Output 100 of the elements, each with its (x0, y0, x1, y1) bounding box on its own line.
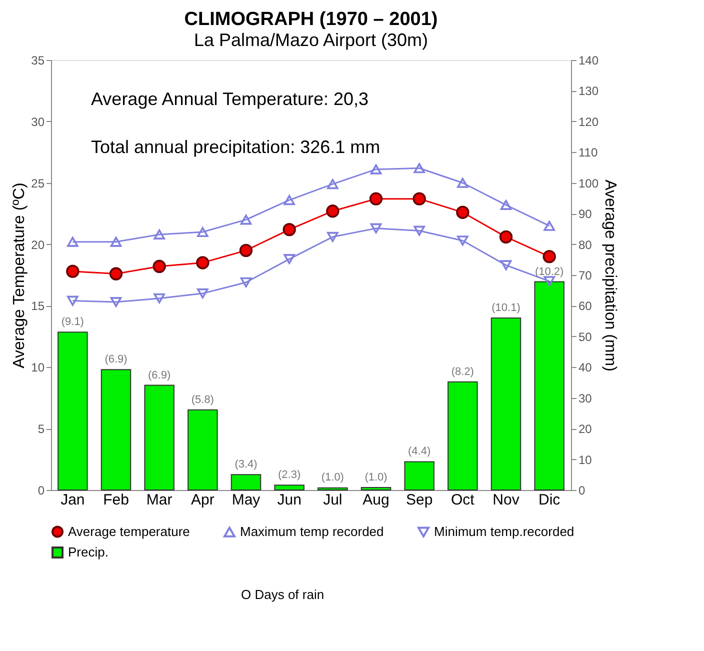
y2-tick-label: 130 (578, 84, 599, 98)
annotation: (5.8) (191, 394, 214, 406)
x-tick-label: Sep (406, 492, 433, 508)
point (154, 293, 165, 304)
point (370, 164, 382, 174)
y2-tick-label: 50 (578, 330, 592, 344)
bar (534, 281, 564, 490)
y2-tick-label: 140 (578, 54, 599, 68)
y2-tick-label: 60 (578, 299, 592, 314)
point (500, 200, 512, 210)
x-tick-label: Oct (450, 492, 476, 508)
point (67, 236, 78, 247)
annotation: (6.9) (148, 370, 171, 382)
x-tick-label: Jul (323, 492, 342, 508)
bar (100, 369, 132, 490)
y-tick-label: 25 (31, 176, 45, 190)
annotation: (9.1) (61, 316, 84, 328)
bar (360, 487, 392, 490)
annotation: (8.2) (451, 366, 474, 378)
y-tick-label: 0 (38, 484, 45, 498)
bar (274, 484, 304, 490)
bar (448, 381, 478, 490)
annotation: (10.1) (492, 302, 520, 314)
point (110, 236, 122, 247)
y2-tick-label: 120 (578, 114, 599, 129)
point (326, 204, 340, 218)
point (109, 267, 123, 280)
point (544, 220, 555, 231)
annotation: (10.2) (534, 266, 564, 278)
y-tick-label: 15 (31, 299, 45, 314)
bar (490, 318, 522, 490)
point (282, 222, 296, 236)
y2-tick-label: 70 (578, 268, 592, 282)
point (197, 288, 208, 298)
y2-tick-label: 30 (578, 391, 592, 406)
y2-axis-title: Average precipitation (mm) (602, 180, 619, 372)
x-tick-label: Apr (190, 492, 214, 508)
y2-tick-label: 90 (578, 207, 592, 222)
y2-tick-label: 80 (578, 238, 592, 252)
point (67, 296, 78, 306)
point (457, 178, 468, 188)
point (154, 229, 165, 240)
x-tick-label: Dic (538, 492, 561, 508)
y-tick-label: 35 (31, 54, 45, 68)
point (369, 192, 383, 206)
y2-tick-label: 20 (578, 422, 592, 436)
point (412, 192, 426, 206)
y-tick-label: 10 (31, 360, 45, 375)
x-tick-label: Jun (277, 492, 302, 508)
point (499, 230, 513, 244)
point (457, 236, 468, 246)
x-tick-label: Feb (103, 492, 129, 508)
y2-tick-label: 110 (578, 146, 598, 160)
point (327, 232, 338, 242)
point (542, 250, 556, 264)
point (152, 260, 166, 273)
point (414, 163, 425, 174)
bar (230, 474, 262, 490)
legend-label: Maximum temp recorded (240, 524, 384, 540)
x-tick-label: Nov (492, 492, 520, 508)
point (414, 226, 425, 236)
point (197, 226, 208, 238)
point (500, 260, 512, 270)
point (370, 223, 382, 234)
y2-tick-label: 0 (578, 484, 586, 498)
text: O Days of rain (241, 587, 324, 602)
point (110, 297, 122, 308)
y2-tick-label: 10 (578, 452, 592, 467)
y-tick-label: 30 (31, 114, 45, 129)
legend-label: Minimum temp.recorded (434, 524, 574, 540)
bar (188, 409, 218, 490)
point (284, 195, 295, 206)
y2-tick-label: 100 (578, 176, 599, 190)
annotation: (2.3) (278, 469, 301, 482)
point (327, 179, 338, 190)
y-tick-label: 5 (38, 422, 45, 436)
annotation: Average Annual Temperature: 20,3 (91, 89, 369, 109)
chart-title: CLIMOGRAPH (1970 – 2001) (184, 9, 438, 30)
point (240, 214, 252, 225)
bar (144, 384, 174, 490)
bar (404, 461, 434, 490)
legend-label: Precip. (68, 544, 108, 560)
point (239, 244, 253, 258)
point (66, 264, 80, 278)
x-tick-label: May (232, 492, 261, 508)
annotation: (1.0) (321, 472, 344, 484)
point (196, 256, 210, 270)
annotation: (6.9) (104, 354, 128, 366)
point (284, 254, 295, 264)
chart-subtitle: La Palma/Mazo Airport (30m) (194, 30, 428, 50)
annotation: (1.0) (364, 472, 388, 484)
annotation: (3.4) (234, 458, 258, 471)
x-tick-label: Aug (362, 492, 390, 508)
y2-tick-label: 40 (578, 360, 592, 375)
y-tick-label: 20 (31, 238, 45, 252)
legend-label: Average temperature (68, 524, 190, 539)
x-tick-label: Mar (146, 492, 172, 508)
bar (58, 332, 88, 490)
y-axis-title: Average Temperature (ºC) (11, 182, 28, 368)
annotation: Total annual precipitation: 326.1 mm (91, 137, 380, 157)
